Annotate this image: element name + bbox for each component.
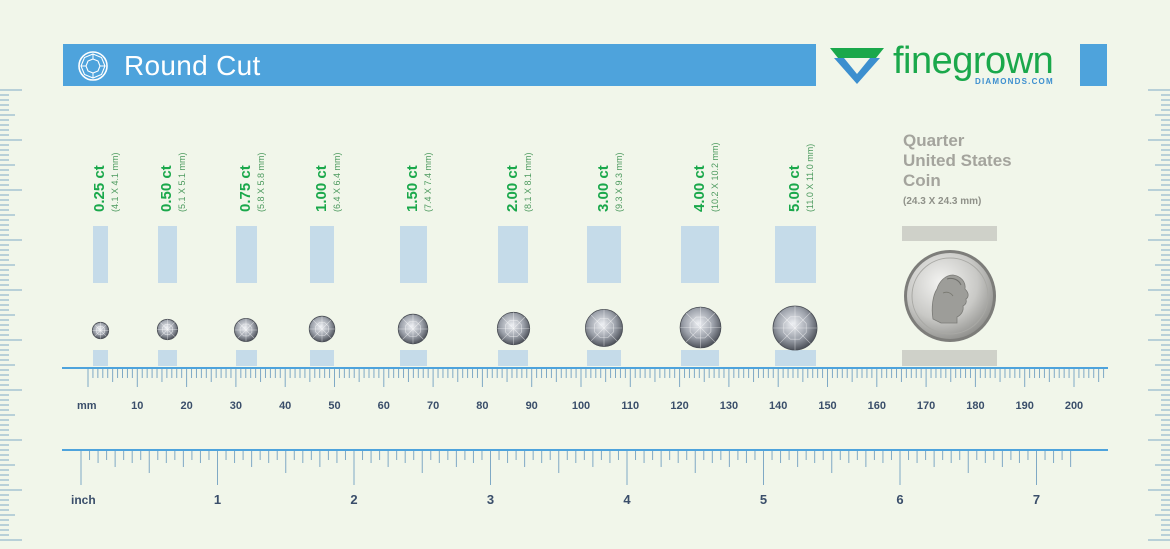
mm-tick-label: 110: [621, 400, 640, 412]
size-bar-bottom: [399, 350, 427, 366]
dimension-label: (5.1 X 5.1 mm): [177, 152, 187, 212]
inch-tick-label: 1: [213, 492, 222, 507]
carat-label: 4.00 ct: [691, 165, 708, 212]
size-bar-top: [310, 226, 334, 283]
size-bar-bottom: [774, 350, 816, 366]
mm-tick-label: 120: [670, 400, 689, 412]
round-diamond-icon: [679, 307, 721, 349]
carat-label: 0.25 ct: [91, 165, 108, 212]
size-bar-top: [399, 226, 427, 283]
dimension-label: (8.1 X 8.1 mm): [523, 152, 533, 212]
size-bar-top: [157, 226, 177, 283]
carat-label: 0.75 ct: [237, 165, 254, 212]
mm-tick-label: 10: [131, 400, 144, 412]
dimension-label: (10.2 X 10.2 mm): [710, 142, 720, 212]
round-diamond-icon: [233, 317, 259, 342]
header-end-block: [1080, 44, 1107, 86]
size-bar-top: [235, 226, 257, 283]
round-diamond-icon: [584, 309, 624, 348]
mm-tick-label: 20: [180, 400, 193, 412]
size-bar-bottom: [587, 350, 621, 366]
size-bar-bottom: [498, 350, 528, 366]
inch-tick-label: 7: [1032, 492, 1041, 507]
quarter-coin-icon: [904, 250, 996, 342]
mm-tick-label: 30: [229, 400, 243, 412]
size-bar-bottom: [92, 350, 108, 366]
carat-label: 2.00 ct: [504, 165, 521, 212]
mm-tick-label: 90: [525, 400, 538, 412]
dimension-label: (11.0 X 11.0 mm): [805, 143, 815, 212]
mm-tick-label: 50: [328, 400, 341, 412]
mm-unit-label: mm: [77, 400, 97, 412]
mm-tick-label: 80: [476, 400, 489, 412]
round-diamond-icon: [397, 313, 429, 345]
mm-tick-label: 40: [279, 400, 292, 412]
round-diamond-icon: [496, 312, 530, 346]
coin-size-bar-bottom: [902, 350, 997, 366]
round-diamond-icon: [772, 305, 818, 350]
round-diamond-icon: [91, 321, 109, 339]
round-diamond-icon: [308, 316, 336, 343]
mm-tick-label: 200: [1064, 400, 1084, 412]
mm-tick-label: 70: [426, 400, 440, 412]
coin-title-line-3: Coin: [903, 171, 941, 190]
mm-tick-label: 160: [867, 400, 886, 412]
size-bar-bottom: [235, 350, 257, 366]
size-bar-top: [681, 226, 719, 283]
mm-tick-label: 190: [1015, 400, 1034, 412]
dimension-label: (7.4 X 7.4 mm): [423, 152, 433, 212]
coin-dimensions: (24.3 X 24.3 mm): [903, 196, 982, 207]
dimension-label: (5.8 X 5.8 mm): [256, 152, 266, 212]
inch-tick-label: 5: [759, 492, 768, 507]
inch-tick-label: 3: [486, 492, 495, 507]
size-bar-top: [587, 226, 621, 283]
size-bar-top: [498, 226, 528, 283]
coin-title-line-1: Quarter: [903, 131, 965, 150]
mm-tick-label: 130: [719, 400, 739, 412]
carat-label: 0.50 ct: [158, 165, 175, 212]
mm-tick-label: 180: [966, 400, 985, 412]
carat-label: 1.50 ct: [404, 165, 421, 212]
round-diamond-icon: [78, 51, 108, 81]
size-bar-top: [774, 226, 816, 283]
size-bar-bottom: [157, 350, 177, 366]
size-bar-top: [92, 226, 108, 283]
carat-label: 5.00 ct: [786, 165, 803, 212]
inch-tick-label: 4: [623, 492, 631, 507]
mm-tick-label: 100: [571, 400, 591, 412]
size-bar-bottom: [310, 350, 334, 366]
brand-subtitle: DIAMONDS.COM: [975, 77, 1054, 86]
mm-tick-label: 150: [818, 400, 837, 412]
mm-tick-label: 140: [769, 400, 788, 412]
carat-label: 1.00 ct: [313, 165, 330, 212]
mm-tick-label: 60: [377, 400, 390, 412]
carat-label: 3.00 ct: [595, 165, 612, 212]
diamond-logo-icon: [830, 48, 884, 84]
dimension-label: (6.4 X 6.4 mm): [332, 152, 342, 212]
size-bar-bottom: [681, 350, 719, 366]
inch-unit-label: inch: [71, 493, 96, 507]
dimension-label: (9.3 X 9.3 mm): [614, 152, 624, 212]
mm-tick-label: 170: [916, 400, 936, 412]
brand-name: finegrown: [893, 40, 1054, 82]
round-diamond-icon: [156, 319, 178, 341]
page-title: Round Cut: [124, 50, 261, 81]
coin-title-line-2: United States: [903, 151, 1012, 170]
inch-tick-label: 6: [896, 492, 904, 507]
coin-size-bar-top: [902, 226, 997, 241]
header-bar: [63, 44, 816, 86]
dimension-label: (4.1 X 4.1 mm): [110, 152, 120, 212]
inch-tick-label: 2: [350, 492, 358, 507]
